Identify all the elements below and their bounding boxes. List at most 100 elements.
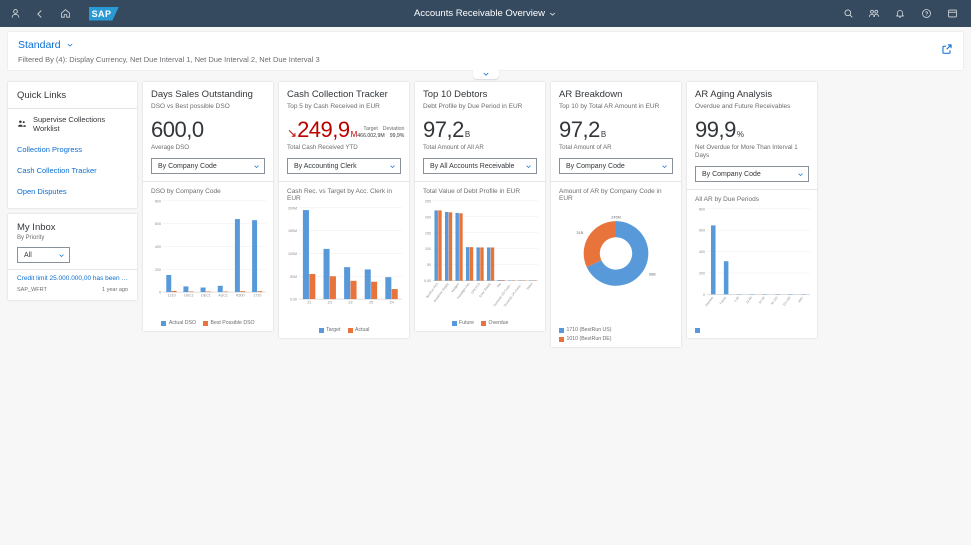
chevron-down-icon[interactable] (66, 41, 74, 49)
variant-selector[interactable]: Standard (18, 39, 953, 51)
svg-text:Widgets: Widgets (450, 282, 460, 293)
kpi-row: 97,2 B (551, 116, 681, 141)
top-10-debtors-card: Top 10 Debtors Debt Profile by Due Perio… (415, 82, 545, 332)
dimension-dropdown[interactable]: By Company Code (151, 158, 265, 175)
quick-link-cash-collection-tracker[interactable]: Cash Collection Tracker (8, 160, 137, 181)
kpi-value: 600,0 (151, 117, 204, 143)
legend-label: Target (326, 327, 341, 334)
dimension-dropdown[interactable]: By All Accounts Receivable (423, 158, 537, 175)
card-header: Top 10 Debtors Debt Profile by Due Perio… (415, 82, 545, 116)
app-title-dropdown[interactable]: Accounts Receivable Overview (414, 8, 557, 19)
svg-text:66B: 66B (649, 273, 656, 277)
dimension-dropdown[interactable]: By Company Code (695, 166, 809, 183)
kpi-main: 97,2 B (423, 118, 470, 141)
card-subtitle: Top 5 by Cash Received in EUR (287, 102, 380, 110)
variant-name[interactable]: Standard (18, 39, 61, 51)
card-subtitle: Debt Profile by Due Period in EUR (423, 102, 523, 110)
card-grid: Quick Links Supervise Collections Workli… (0, 70, 971, 348)
svg-text:100: 100 (425, 247, 431, 251)
chevron-down-icon (661, 163, 668, 170)
bell-icon[interactable] (893, 7, 907, 21)
my-inbox-filter-wrap: All (8, 241, 137, 269)
legend-label: Overdue (488, 320, 509, 327)
shell-header-left: SAP (8, 6, 119, 21)
quick-link-collection-progress[interactable]: Collection Progress (8, 139, 137, 160)
svg-text:0: 0 (703, 293, 705, 297)
my-inbox-filter-dropdown[interactable]: All (17, 247, 70, 263)
user-icon[interactable] (8, 7, 22, 21)
back-icon[interactable] (33, 7, 47, 21)
kpi-value: 97,2 (423, 117, 464, 143)
svg-text:1-30: 1-30 (733, 296, 740, 303)
svg-text:1710: 1710 (253, 294, 261, 298)
legend-label: 1710 (BestRun US) (566, 327, 612, 334)
svg-text:Z3: Z3 (328, 301, 332, 305)
svg-text:0,00: 0,00 (290, 298, 297, 302)
filter-collapse-toggle[interactable] (472, 68, 499, 79)
dimension-selector-wrap: By Company Code (687, 160, 817, 189)
dimension-value: By Company Code (702, 170, 761, 178)
kpi-side-header-target: Target (363, 126, 378, 133)
svg-text:600: 600 (699, 229, 705, 233)
svg-text:61-90: 61-90 (758, 296, 766, 305)
chart-legend: Target Actual (279, 326, 409, 338)
product-switch-icon[interactable] (945, 7, 959, 21)
search-icon[interactable] (841, 7, 855, 21)
card-header: Cash Collection Tracker Top 5 by Cash Re… (279, 82, 409, 116)
legend-label: Future (459, 320, 475, 327)
svg-text:Overdue: Overdue (704, 296, 714, 308)
app-title: Accounts Receivable Overview (414, 8, 545, 19)
card-subtitle: Overdue and Future Receivables (695, 102, 791, 110)
chevron-down-icon (389, 163, 396, 170)
dimension-dropdown[interactable]: By Accounting Clerk (287, 158, 401, 175)
people-icon[interactable] (867, 7, 881, 21)
kpi-row: ↘ 249,9 M Target Deviation 466.002,9M 99… (279, 116, 409, 141)
sap-logo[interactable]: SAP (89, 6, 119, 21)
kpi-main: 600,0 (151, 118, 205, 141)
debt-profile-chart[interactable]: 0,00 50 100 150 200 250 BestRun DE1 Anywhere Su… (415, 197, 545, 319)
quick-link-label: Open Disputes (17, 187, 67, 196)
kpi-unit: B (600, 130, 607, 140)
svg-text:800: 800 (699, 208, 705, 212)
dimension-selector-wrap: By Company Code (143, 152, 273, 181)
my-inbox-filter-value: All (24, 251, 32, 259)
home-icon[interactable] (58, 7, 72, 21)
inbox-meta: SAP_WFRT 1 year ago (17, 287, 128, 293)
legend-item: Future (451, 320, 475, 327)
legend-swatch (202, 320, 208, 326)
svg-text:Z4: Z4 (390, 301, 394, 305)
svg-text:0: 0 (159, 291, 161, 295)
inbox-list-item[interactable]: Credit limit 25.000.000,00 has been exce… (8, 270, 137, 300)
svg-text:150+: 150+ (797, 296, 804, 304)
svg-text:250: 250 (425, 200, 431, 204)
shell-header: SAP Accounts Receivable Overview (0, 0, 971, 27)
inbox-message: Credit limit 25.000.000,00 has been exce… (17, 275, 128, 282)
dimension-dropdown[interactable]: By Company Code (559, 158, 673, 175)
divider (143, 181, 273, 183)
svg-text:200: 200 (699, 272, 705, 276)
share-icon[interactable] (939, 41, 954, 56)
kpi-main: 97,2 B (559, 118, 606, 141)
chart-legend: Future Overdue (415, 319, 545, 331)
legend-swatch (318, 327, 324, 333)
svg-text:150M: 150M (288, 229, 297, 233)
svg-text:Future: Future (719, 296, 728, 305)
ar-breakdown-chart[interactable]: 66B 31B 245M (551, 204, 681, 326)
svg-text:1210: 1210 (168, 294, 176, 298)
cash-collection-chart[interactable]: 0,00 50M 100M 150M 200M Z1 Z3 Z2 Z5 Z4 (279, 204, 409, 326)
quick-link-supervise-collections-worklist[interactable]: Supervise Collections Worklist (8, 109, 137, 139)
svg-text:GREYCO: GREYCO (470, 282, 481, 295)
dso-chart[interactable]: 0 200 400 600 800 1210 USC1 DEC1 AUC1 R300 1710 (143, 197, 273, 319)
kpi-side-header-deviation: Deviation (382, 126, 405, 133)
ar-aging-chart[interactable]: 0 200 400 600 800 Overdue Future 1-30 31-60 61-90… (687, 205, 817, 327)
divider (551, 181, 681, 183)
divider (8, 269, 137, 270)
legend-swatch (347, 327, 353, 333)
help-icon[interactable] (919, 7, 933, 21)
kpi-row: 99,9 % (687, 116, 817, 141)
legend-swatch (559, 336, 564, 342)
chevron-down-icon (253, 163, 260, 170)
my-inbox-subtitle: By Priority (17, 235, 45, 241)
chart-title: Cash Rec. vs Target by Acc. Clerk in EUR (287, 188, 393, 203)
quick-link-open-disputes[interactable]: Open Disputes (8, 181, 137, 202)
